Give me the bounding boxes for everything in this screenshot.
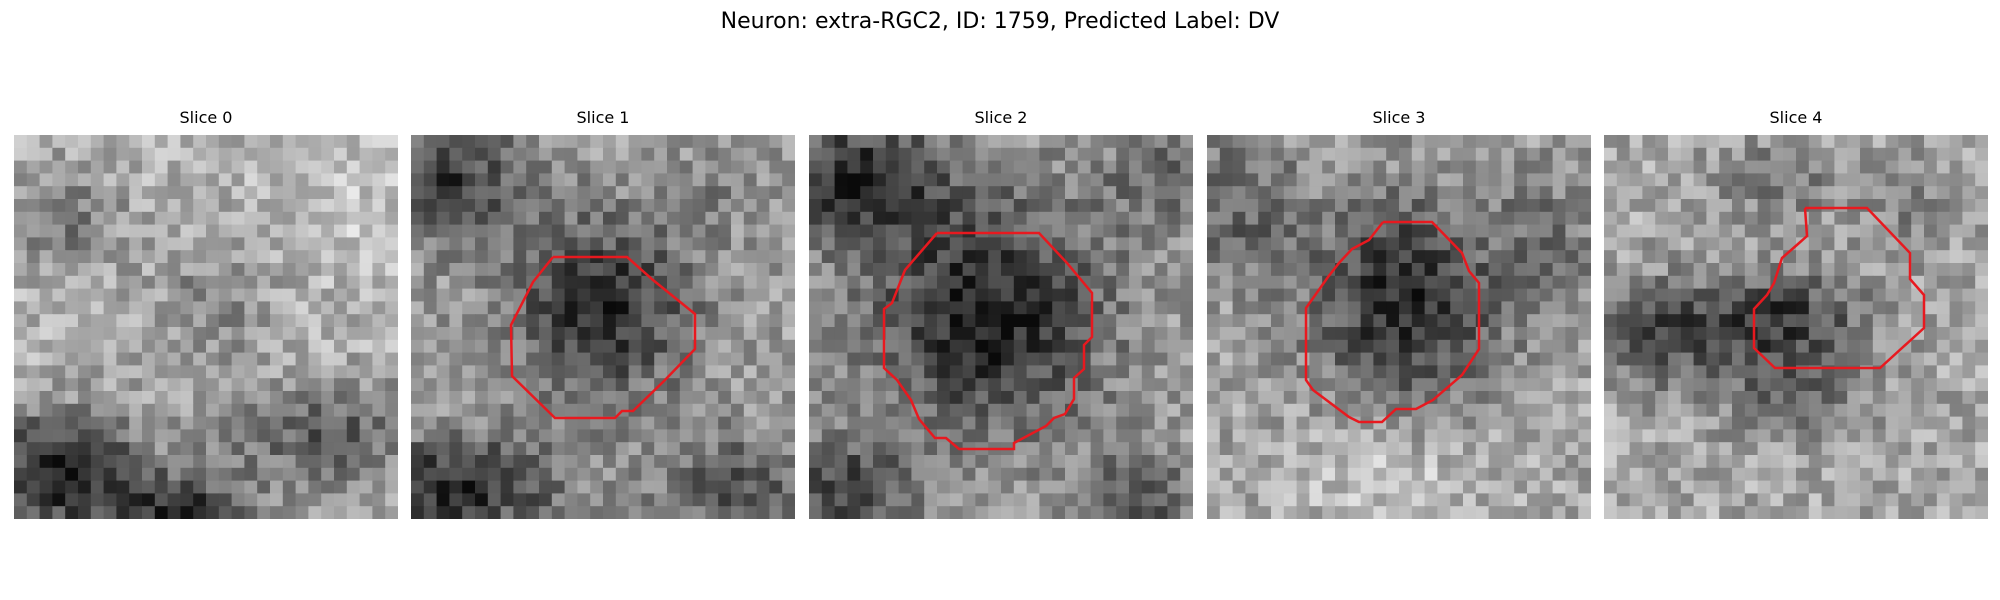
grayscale-image (1604, 135, 1988, 519)
slice-panel-4: Slice 4 (1604, 108, 1988, 519)
grayscale-image (1207, 135, 1591, 519)
grayscale-image (411, 135, 795, 519)
slice-title-3: Slice 3 (1372, 108, 1426, 127)
slice-panel-1: Slice 1 (411, 108, 795, 519)
soma-outline (509, 255, 697, 420)
slice-panel-0: Slice 0 (14, 108, 398, 519)
slice-image-3 (1207, 135, 1591, 519)
slice-image-2 (809, 135, 1193, 519)
slice-image-0 (14, 135, 398, 519)
slice-title-1: Slice 1 (576, 108, 630, 127)
soma-outline (1752, 206, 1926, 370)
figure-title: Neuron: extra-RGC2, ID: 1759, Predicted … (720, 9, 1280, 34)
slice-panel-3: Slice 3 (1207, 108, 1591, 519)
grayscale-image (809, 135, 1193, 519)
slice-panel-2: Slice 2 (809, 108, 1193, 519)
grayscale-image (14, 135, 398, 519)
soma-outline (882, 231, 1094, 451)
slice-title-2: Slice 2 (974, 108, 1028, 127)
slice-image-4 (1604, 135, 1988, 519)
slice-image-1 (411, 135, 795, 519)
soma-outline (1304, 220, 1481, 424)
slice-title-4: Slice 4 (1769, 108, 1823, 127)
slice-title-0: Slice 0 (179, 108, 233, 127)
